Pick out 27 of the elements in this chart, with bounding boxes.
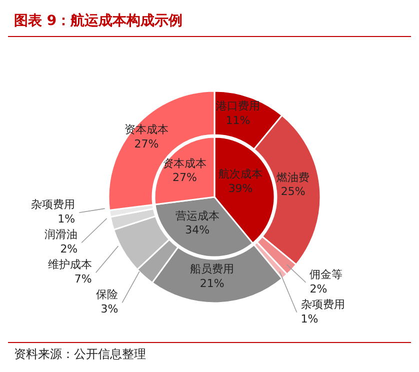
slice-label: 营运成本	[175, 209, 220, 222]
data-label: 34%	[185, 224, 210, 237]
data-label: 27%	[134, 137, 159, 150]
data-label: 25%	[280, 185, 306, 198]
data-label: 39%	[228, 182, 253, 195]
slice-label: 杂项费用	[300, 298, 345, 311]
slice-label: 资本成本	[124, 123, 168, 136]
data-label: 21%	[200, 276, 224, 290]
data-label: 27%	[172, 171, 197, 184]
chart-title: 图表 9：航运成本构成示例	[14, 12, 183, 30]
slice-label: 港口费用	[216, 100, 260, 113]
data-label: 2%	[310, 282, 328, 296]
slice-label: 润滑油	[44, 228, 78, 242]
slice-label: 保险	[96, 288, 118, 302]
slice-label: 佣金等	[310, 268, 343, 281]
slice-label: 燃油费	[276, 170, 310, 184]
slice-label: 航次成本	[218, 168, 263, 181]
slice-label: 维护成本	[48, 258, 92, 272]
slice-label: 船员费用	[190, 262, 234, 276]
data-label: 3%	[100, 302, 118, 316]
data-label: 7%	[74, 272, 92, 286]
data-label: 2%	[60, 242, 78, 256]
data-label: 1%	[300, 312, 318, 326]
text: 资料来源：公开信息整理	[14, 346, 146, 363]
slice-label: 杂项费用	[31, 198, 76, 212]
data-label: 1%	[58, 212, 76, 226]
data-label: 11%	[226, 114, 250, 127]
